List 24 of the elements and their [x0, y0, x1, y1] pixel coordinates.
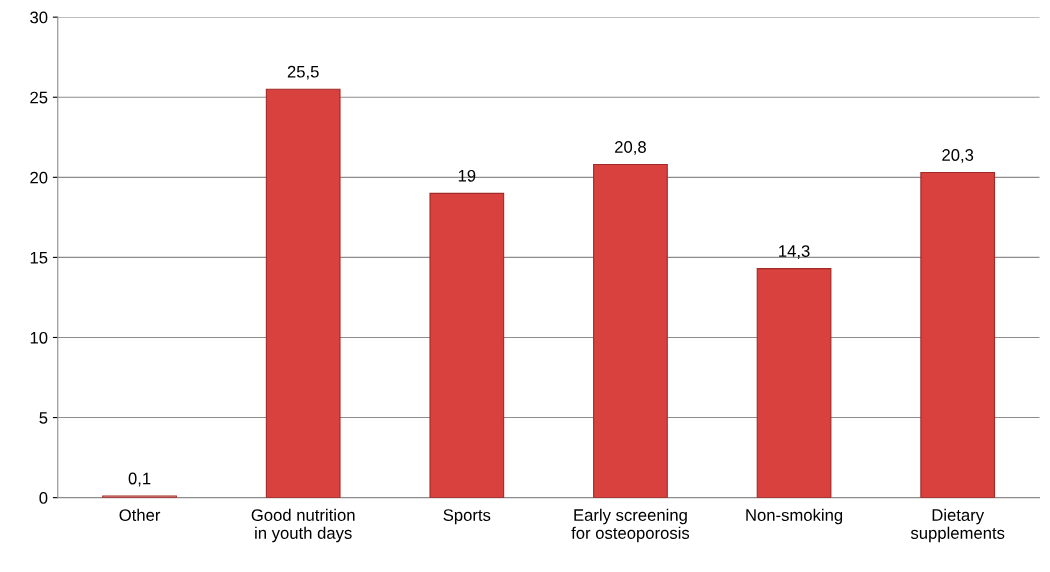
- bar: [265, 88, 341, 498]
- x-tick-label: Sports: [443, 509, 491, 525]
- data-label: 20,3: [942, 149, 974, 163]
- data-label: 19: [458, 169, 476, 182]
- y-tick-label: 20: [30, 171, 48, 184]
- y-tick-label: 5: [39, 412, 48, 424]
- data-label: 25,5: [287, 65, 319, 80]
- bar: [593, 163, 668, 498]
- y-tick-label: 10: [30, 331, 48, 344]
- data-label: 0,1: [128, 472, 151, 487]
- x-tick-label: Other: [119, 508, 161, 521]
- y-tick-label: 25: [30, 91, 48, 104]
- x-tick-label: Early screening for osteoporosis: [571, 508, 690, 543]
- x-tick-label: Non-smoking: [746, 508, 843, 525]
- y-tick-label: 15: [30, 251, 48, 264]
- bar: [756, 268, 832, 498]
- y-tick-label: 30: [30, 11, 48, 24]
- x-tick-label: Dietary supplements: [910, 508, 1005, 543]
- x-tick-label: Good nutrition in youth days: [251, 508, 355, 543]
- data-label: 14,3: [779, 245, 810, 259]
- bar: [429, 192, 505, 498]
- data-label: 20,8: [615, 141, 646, 155]
- bar: [920, 171, 996, 498]
- y-tick-label: 0: [39, 492, 48, 504]
